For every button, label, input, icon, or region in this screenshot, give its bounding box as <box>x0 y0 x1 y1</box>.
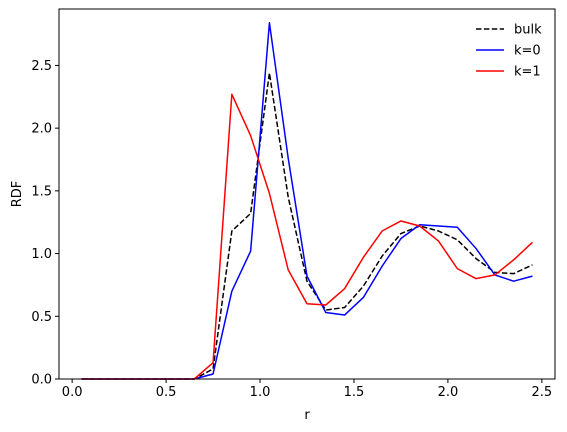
x-tick-label: 0.5 <box>156 385 177 400</box>
legend-label: k=1 <box>514 65 541 80</box>
plot-area-frame <box>58 8 556 380</box>
y-tick-label: 1.0 <box>31 247 52 262</box>
x-tick-label: 2.5 <box>532 385 553 400</box>
y-tick-label: 2.5 <box>31 59 52 74</box>
y-tick-label: 0.5 <box>31 310 52 325</box>
x-tick-label: 1.0 <box>250 385 271 400</box>
legend-label: bulk <box>514 23 542 38</box>
legend: bulk k=0 k=1 <box>476 23 542 80</box>
y-axis-label: RDF <box>10 181 25 208</box>
plot-series <box>81 22 533 380</box>
x-tick-label: 1.5 <box>344 385 365 400</box>
y-tick-label: 2.0 <box>31 122 52 137</box>
legend-label: k=0 <box>514 44 541 59</box>
series-line-bulk <box>81 72 533 380</box>
x-tick-label: 0.0 <box>62 385 83 400</box>
y-tick-label: 1.5 <box>31 184 52 199</box>
y-tick-label: 0.0 <box>31 373 52 388</box>
y-axis-ticks: 0.0 0.5 1.0 1.5 2.0 2.5 <box>31 59 59 388</box>
x-axis-label: r <box>304 408 310 423</box>
x-axis-ticks: 0.0 0.5 1.0 1.5 2.0 2.5 <box>62 379 552 400</box>
series-line-k-0 <box>81 22 533 380</box>
x-tick-label: 2.0 <box>438 385 459 400</box>
